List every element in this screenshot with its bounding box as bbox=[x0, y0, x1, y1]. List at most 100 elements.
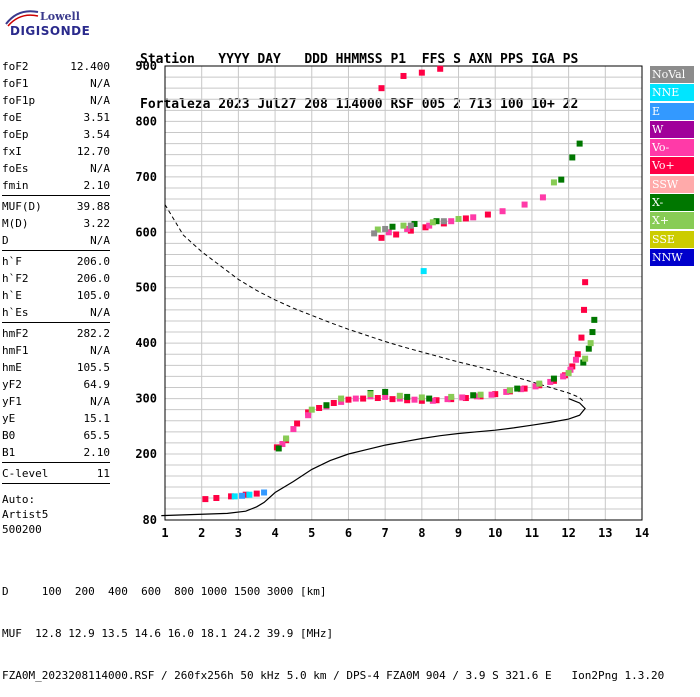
x-tick-label: 10 bbox=[488, 526, 502, 540]
param-key: h`F2 bbox=[2, 272, 29, 285]
param-key: M(D) bbox=[2, 217, 29, 230]
echo-point-vo bbox=[521, 385, 528, 392]
echo-point-x bbox=[591, 316, 598, 323]
polarization-legend: NoVal NNE E W Vo- Vo+ SSW X- X+ SSE NNW bbox=[650, 66, 694, 267]
echo-point-vo bbox=[547, 378, 554, 385]
echo-point-vo bbox=[242, 491, 249, 498]
echo-point-vo bbox=[462, 215, 469, 222]
param-value: 105.5 bbox=[76, 361, 110, 374]
param-key: fmin bbox=[2, 179, 29, 192]
echo-point-vo bbox=[294, 420, 301, 427]
echo-point-vo bbox=[437, 65, 444, 72]
echo-point-vo bbox=[418, 69, 425, 76]
echo-point-vo bbox=[459, 394, 466, 401]
echo-point-vo bbox=[305, 412, 312, 419]
echo-point-nne bbox=[231, 493, 238, 500]
param-key: foF2 bbox=[2, 60, 29, 73]
legend-item-nne: NNE bbox=[650, 84, 694, 102]
echo-point-e bbox=[239, 492, 246, 499]
param-key: B1 bbox=[2, 446, 16, 459]
legend-item-ssw: SSW bbox=[650, 175, 694, 193]
x-tick-label: 3 bbox=[235, 526, 242, 540]
y-tick-label: 200 bbox=[135, 447, 157, 461]
echo-point-vo bbox=[290, 426, 297, 433]
echo-point-vo bbox=[560, 373, 567, 380]
echo-point-vo bbox=[492, 391, 499, 398]
param-value: 2.10 bbox=[83, 179, 111, 192]
param-row: foEs N/A bbox=[2, 160, 110, 177]
param-row: foF1 N/A bbox=[2, 75, 110, 92]
x-tick-label: 6 bbox=[345, 526, 352, 540]
echo-point-vo bbox=[473, 393, 480, 400]
param-value: N/A bbox=[90, 94, 110, 107]
y-tick-label: 800 bbox=[135, 114, 157, 128]
footer-distance-line: D 100 200 400 600 800 1000 1500 3000 [km… bbox=[2, 585, 327, 598]
echo-point-x bbox=[275, 445, 282, 452]
param-value: 64.9 bbox=[83, 378, 111, 391]
echo-point-vo bbox=[393, 231, 400, 238]
param-key: h`F bbox=[2, 255, 22, 268]
echo-point-vo bbox=[569, 363, 576, 370]
echo-point-x bbox=[569, 154, 576, 161]
echo-point-x bbox=[477, 391, 484, 398]
param-value: 2.10 bbox=[83, 446, 111, 459]
echo-point-x bbox=[514, 385, 521, 392]
electron-density-profile bbox=[161, 398, 586, 517]
legend-item-vo: Vo+ bbox=[650, 157, 694, 175]
echo-point-x bbox=[396, 392, 403, 399]
echo-point-x bbox=[582, 355, 589, 362]
echo-point-x bbox=[589, 329, 596, 336]
param-value: 15.1 bbox=[83, 412, 111, 425]
y-tick-label: 500 bbox=[135, 281, 157, 295]
y-tick-label: 700 bbox=[135, 170, 157, 184]
echo-point-x bbox=[308, 406, 315, 413]
param-row: MUF(D) 39.88 bbox=[2, 198, 110, 215]
x-tick-label: 8 bbox=[418, 526, 425, 540]
param-key: h`E bbox=[2, 289, 22, 302]
echo-point-vo bbox=[567, 366, 574, 373]
param-key: foEp bbox=[2, 128, 29, 141]
echo-point-x bbox=[283, 435, 290, 442]
param-key: MUF(D) bbox=[2, 200, 42, 213]
station-header: Station YYYY DAY DDD HHMMSS P1 FFS S AXN… bbox=[140, 22, 578, 127]
echo-point-vo bbox=[499, 208, 506, 215]
param-row: yF1 N/A bbox=[2, 393, 110, 410]
footer-file-info: FZA0M_2023208114000.RSF / 260fx256h 50 k… bbox=[2, 669, 665, 682]
param-key: yF1 bbox=[2, 395, 22, 408]
echo-point-vo bbox=[539, 194, 546, 201]
x-tick-label: 12 bbox=[561, 526, 575, 540]
legend-item-noval: NoVal bbox=[650, 66, 694, 83]
echo-point-x bbox=[455, 215, 462, 222]
echo-point-x bbox=[389, 223, 396, 230]
x-tick-label: 1 bbox=[161, 526, 168, 540]
echo-point-vo bbox=[385, 229, 392, 236]
echo-point-x bbox=[367, 391, 374, 398]
logo-swoosh-icon bbox=[5, 10, 39, 27]
param-row: fmin 2.10 bbox=[2, 177, 110, 194]
echo-point-vo bbox=[316, 404, 323, 411]
param-row: h`F 206.0 bbox=[2, 253, 110, 270]
param-key: hmF1 bbox=[2, 344, 29, 357]
param-key: yE bbox=[2, 412, 16, 425]
param-value: N/A bbox=[90, 234, 110, 247]
echo-point-x bbox=[400, 222, 407, 229]
echo-point-vo bbox=[228, 493, 235, 500]
echo-point-vo bbox=[426, 222, 433, 229]
echo-point-vo bbox=[378, 234, 385, 241]
autoscale-text: Artist5 bbox=[2, 508, 49, 521]
param-divider bbox=[2, 195, 110, 196]
echo-point-vo bbox=[213, 495, 220, 501]
echo-point-vo bbox=[488, 391, 495, 398]
echo-point-nne bbox=[246, 491, 253, 498]
echo-point-vo bbox=[345, 396, 352, 403]
echo-point-nne bbox=[420, 268, 427, 275]
x-tick-label: 7 bbox=[382, 526, 389, 540]
param-value: 3.54 bbox=[83, 128, 111, 141]
echo-point-x bbox=[585, 345, 592, 352]
ionogram-chart: 1 2 3 4 5 6 7 8 9 10 11 12 13 14802003004005006007008… bbox=[135, 59, 649, 540]
param-row: h`F2 206.0 bbox=[2, 270, 110, 287]
param-row: hmF2 282.2 bbox=[2, 325, 110, 342]
echo-point-vo bbox=[433, 397, 440, 404]
echo-point-x bbox=[587, 340, 594, 347]
echo-point-x bbox=[448, 393, 455, 400]
